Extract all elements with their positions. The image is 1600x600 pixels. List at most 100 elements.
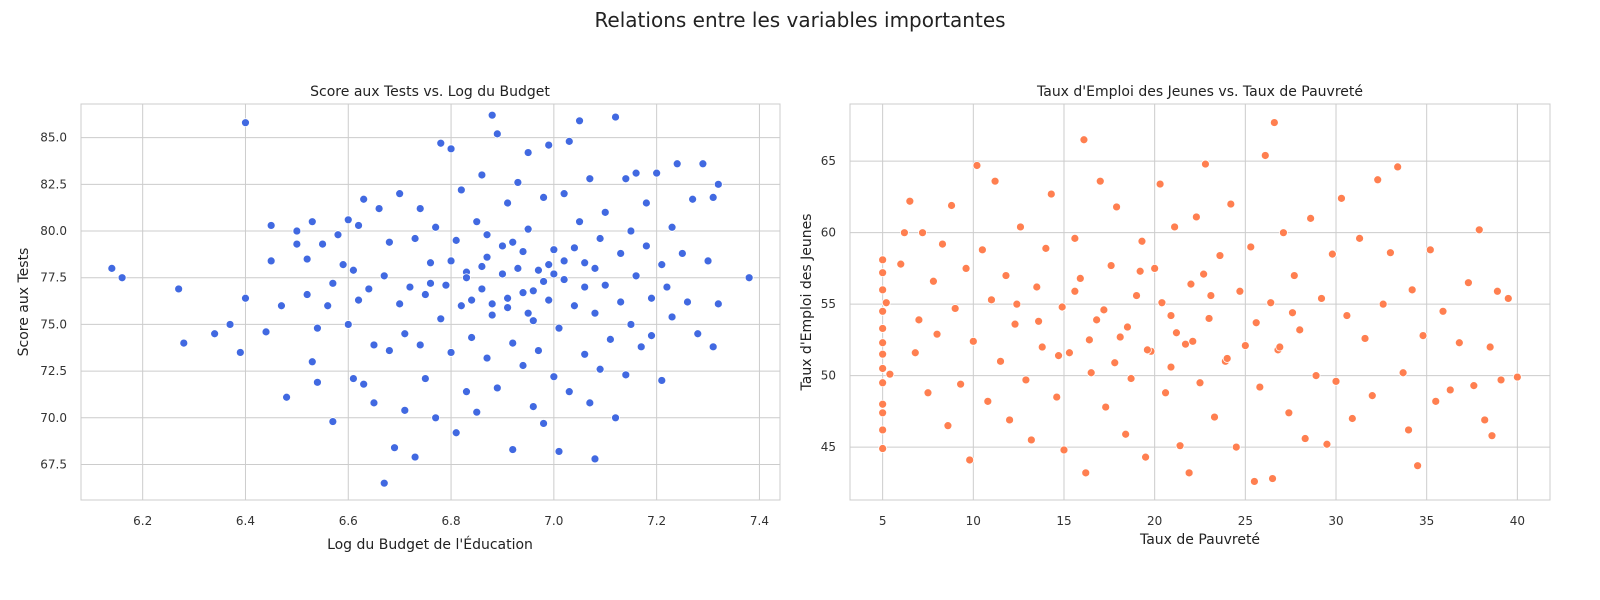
scatter-point <box>929 276 938 286</box>
scatter-point <box>1418 331 1428 340</box>
scatter-point <box>1001 271 1011 280</box>
scatter-point <box>446 256 456 266</box>
scatter-point <box>570 301 579 311</box>
scatter-point <box>688 194 698 204</box>
scatter-point <box>1101 402 1111 412</box>
scatter-point <box>318 239 327 249</box>
scatter-point <box>313 377 322 387</box>
scatter-point <box>611 413 620 423</box>
scatter-point <box>1438 306 1448 316</box>
scatter-point <box>467 333 477 342</box>
scatter-point <box>900 228 909 238</box>
scatter-point <box>878 285 888 295</box>
scatter-point <box>1057 302 1067 312</box>
scatter-point <box>1300 434 1310 443</box>
scatter-point <box>590 308 600 318</box>
scatter-point <box>580 349 590 359</box>
y-axis-label: Taux d'Emploi des Jeunes <box>800 214 815 392</box>
scatter-point <box>1284 408 1294 418</box>
scatter-point <box>528 402 538 412</box>
scatter-point <box>1137 236 1147 246</box>
scatter-point <box>600 207 610 217</box>
scatter-point <box>626 320 636 329</box>
scatter-point <box>657 376 667 385</box>
scatter-point <box>881 298 891 308</box>
scatter-point <box>431 413 441 423</box>
scatter-point <box>241 293 250 303</box>
scatter-point <box>1065 348 1074 358</box>
scatter-point <box>1279 228 1288 238</box>
scatter-point <box>1092 315 1102 325</box>
scatter-point <box>1079 135 1089 145</box>
scatter-point <box>1512 372 1522 382</box>
scatter-point <box>1347 414 1357 423</box>
scatter-point <box>683 297 692 307</box>
scatter-point <box>1181 339 1190 349</box>
scatter-point <box>513 263 523 273</box>
scatter-point <box>456 185 466 195</box>
scatter-point <box>1210 412 1219 422</box>
scatter-point <box>1425 245 1435 255</box>
scatter-point <box>1059 445 1069 455</box>
scatter-point <box>647 293 656 303</box>
scatter-point <box>1407 285 1417 295</box>
scatter-point <box>677 249 687 258</box>
scatter-point <box>1157 298 1167 308</box>
scatter-point <box>1235 286 1245 296</box>
scatter-point <box>1288 308 1297 318</box>
scatter-point <box>210 329 220 339</box>
scatter-point <box>518 288 528 298</box>
scatter-point <box>384 237 394 247</box>
scatter-point <box>1191 212 1201 222</box>
scatter-point <box>932 329 942 339</box>
scatter-point <box>400 405 410 415</box>
scatter-point <box>878 268 888 278</box>
x-axis-label: Taux de Pauvreté <box>1139 532 1260 548</box>
scatter-point <box>1485 342 1495 352</box>
scatter-point <box>482 353 492 363</box>
x-tick-label: 6.2 <box>133 514 152 528</box>
scatter-point <box>570 243 579 253</box>
scatter-point <box>1386 248 1395 258</box>
scatter-points <box>878 118 1522 486</box>
scatter-point <box>1188 336 1198 346</box>
y-axis-ticks: 67.5 70.0 72.5 75.0 77.5 80.0 82.5 85.0 <box>40 131 67 472</box>
scatter-point <box>1199 269 1209 279</box>
scatter-point <box>1052 392 1062 402</box>
scatter-point <box>744 273 754 283</box>
scatter-point <box>1070 286 1080 296</box>
scatter-point <box>590 454 600 464</box>
scatter-point <box>554 447 564 456</box>
x-tick-label: 6.4 <box>236 514 255 528</box>
scatter-point <box>575 116 584 126</box>
scatter-point <box>923 388 933 398</box>
scatter-point <box>410 452 420 462</box>
scatter-point <box>878 408 888 418</box>
scatter-point <box>528 286 538 296</box>
scatter-point <box>467 295 477 305</box>
x-tick-label: 25 <box>1238 514 1253 528</box>
scatter-point <box>1398 368 1408 378</box>
scatter-point <box>503 293 512 303</box>
scatter-point <box>349 265 358 275</box>
scatter-point <box>420 374 430 383</box>
scatter-point <box>956 379 966 389</box>
scatter-point <box>1110 358 1120 368</box>
scatter-point <box>947 201 956 210</box>
scatter-point <box>503 198 512 208</box>
scatter-point <box>1135 266 1145 276</box>
scatter-point <box>1010 319 1020 329</box>
y-tick-label: 67.5 <box>40 458 67 472</box>
scatter-point <box>580 282 590 292</box>
y-tick-label: 85.0 <box>40 131 67 145</box>
scatter-point <box>1095 176 1105 186</box>
scatter-point <box>395 299 405 309</box>
scatter-point <box>910 348 920 358</box>
scatter-point <box>559 189 569 199</box>
scatter-point <box>1240 341 1250 351</box>
scatter-point <box>990 176 1000 186</box>
scatter-point <box>1166 311 1176 320</box>
scatter-point <box>446 348 456 357</box>
scatter-point <box>1161 388 1170 398</box>
grid <box>850 104 1550 500</box>
